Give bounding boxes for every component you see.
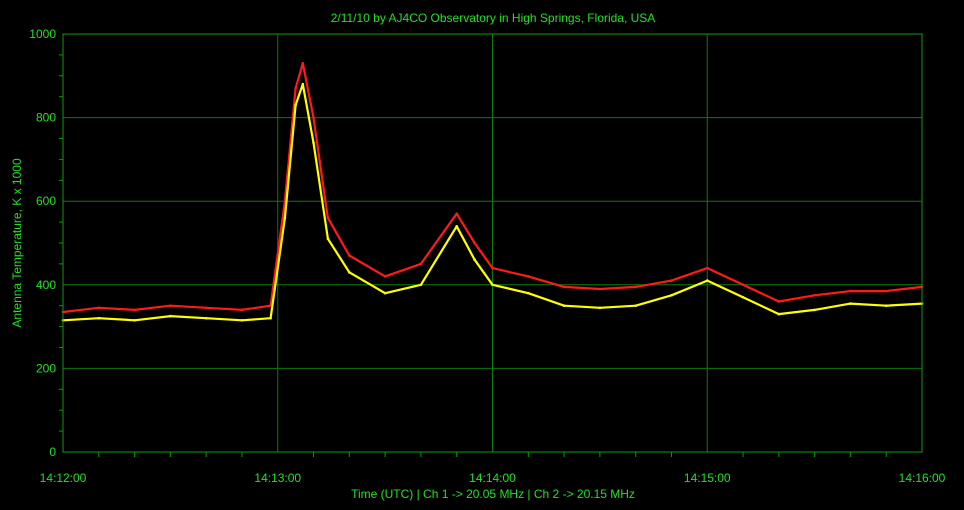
series-2-point	[527, 291, 530, 295]
series-1-point	[294, 87, 297, 90]
y-tick-label: 800	[36, 111, 56, 125]
series-1-point	[777, 300, 781, 303]
series-1-point	[301, 62, 305, 65]
series-2-point	[419, 283, 423, 287]
series-2-point	[741, 296, 745, 299]
series-2-point	[133, 319, 136, 322]
y-tick-label: 400	[36, 278, 56, 292]
series-1-point	[326, 216, 330, 220]
series-1-point	[562, 285, 566, 289]
series-2-point	[294, 103, 297, 107]
series-2-point	[97, 316, 101, 320]
series-1-point	[455, 212, 459, 215]
series-2-point	[777, 312, 781, 316]
series-2-point	[312, 141, 315, 144]
x-tick-label: 14:15:00	[684, 471, 731, 485]
series-2-point	[326, 237, 330, 241]
series-1-point	[741, 283, 745, 287]
series-2-point	[849, 302, 852, 305]
series-line-2	[62, 83, 923, 322]
y-tick-label: 200	[36, 361, 56, 375]
series-2-point	[884, 304, 888, 308]
series-2-point	[706, 279, 709, 282]
series-2-point	[598, 306, 602, 310]
series-line-1	[62, 62, 923, 314]
series-1-point	[849, 289, 852, 293]
series-2-point	[269, 316, 272, 320]
series-2-point	[283, 216, 287, 220]
series-2-point	[301, 82, 305, 86]
series-2-point	[491, 283, 494, 287]
series-1-point	[884, 289, 888, 293]
series-2-point	[473, 258, 476, 262]
plot-frame	[62, 33, 923, 453]
y-tick-labels: 0 200 400 600 800 1000	[29, 27, 56, 459]
series-1-point	[133, 308, 136, 312]
series-1-point	[598, 287, 602, 291]
series-1-point	[240, 308, 244, 312]
series-2-point	[670, 294, 673, 297]
series-2-point	[383, 291, 387, 295]
y-tick-label: 0	[49, 445, 56, 459]
series-1-point	[419, 262, 423, 266]
x-tick-labels: 14:12:00 14:13:00 14:14:00 14:15:00 14:16:00	[40, 471, 946, 485]
series-1-point	[204, 306, 208, 310]
y-tick-label: 600	[36, 194, 56, 208]
series-layer	[61, 62, 924, 322]
series-1-point	[491, 266, 494, 270]
series-1-point	[348, 254, 351, 257]
series-2-point	[240, 319, 244, 322]
x-tick-label: 14:16:00	[899, 471, 946, 485]
x-tick-label: 14:14:00	[469, 471, 516, 485]
x-axis-label: Time (UTC) | Ch 1 -> 20.05 MHz | Ch 2 ->…	[351, 487, 635, 501]
series-2-point	[204, 316, 208, 320]
series-2-point	[813, 308, 816, 312]
x-tick-label: 14:12:00	[40, 471, 87, 485]
series-2-point	[634, 304, 637, 308]
series-1-point	[169, 304, 172, 308]
series-1-point	[706, 266, 709, 270]
series-1-point	[670, 279, 673, 282]
series-2-point	[455, 225, 459, 228]
series-2-point	[562, 304, 566, 308]
x-tick-label: 14:13:00	[254, 471, 301, 485]
series-1-point	[634, 285, 637, 289]
chart-title: 2/11/10 by AJ4CO Observatory in High Spr…	[331, 11, 656, 25]
y-axis-label: Antenna Temperature, K x 1000	[10, 158, 24, 328]
series-1-point	[312, 116, 315, 119]
series-1-point	[813, 294, 816, 297]
series-1-point	[97, 306, 101, 310]
series-2-point	[348, 271, 351, 274]
y-tick-label: 1000	[29, 27, 56, 41]
series-1-point	[527, 275, 530, 278]
series-1-point	[473, 241, 476, 245]
series-2-point	[169, 314, 172, 318]
series-1-point	[383, 275, 387, 278]
